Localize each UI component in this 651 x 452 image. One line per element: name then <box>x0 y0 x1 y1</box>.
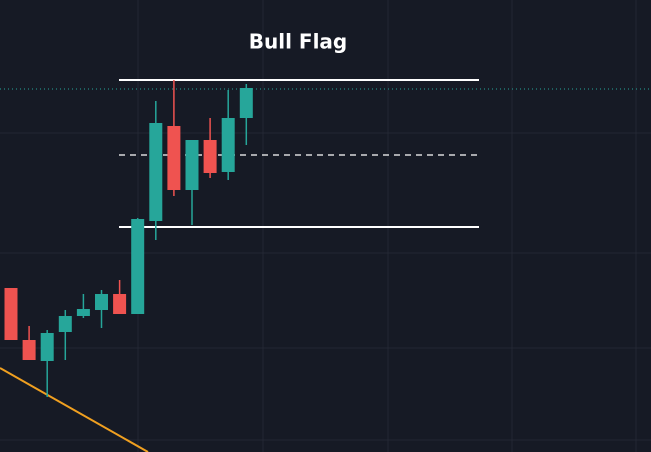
trend-line <box>0 367 149 452</box>
candle-body <box>113 294 127 314</box>
candle-body <box>22 340 36 360</box>
candle-body <box>149 123 163 221</box>
candle-body <box>40 333 54 361</box>
candle-body <box>95 294 108 310</box>
candle-body <box>131 219 145 314</box>
candle-body <box>185 140 199 190</box>
candle-body <box>58 316 72 332</box>
chart-title: Bull Flag <box>249 30 348 54</box>
candle-body <box>221 118 235 172</box>
candle-body <box>239 88 253 118</box>
candle-body <box>4 288 18 340</box>
candle-body <box>167 126 181 190</box>
candle-body <box>203 140 217 173</box>
candle-body <box>76 309 90 316</box>
